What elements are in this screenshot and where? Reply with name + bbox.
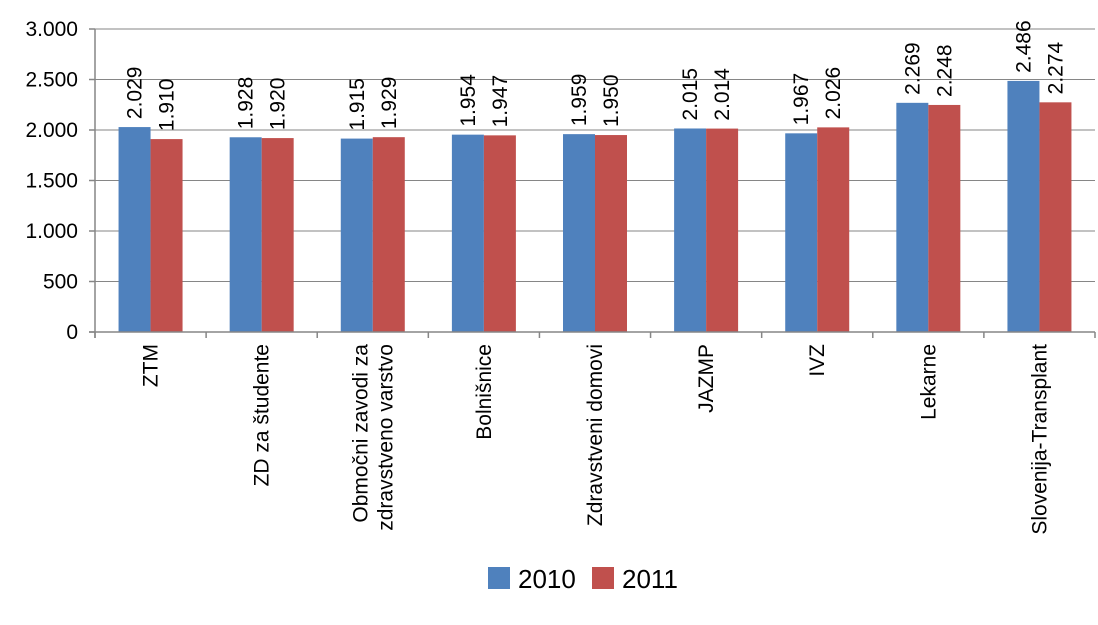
- bar-2011: [817, 127, 850, 333]
- data-label: 2.274: [1044, 41, 1067, 94]
- data-label: 1.915: [346, 78, 369, 131]
- x-category-label: zdravstveno varstvo: [374, 344, 397, 531]
- bar-2010: [896, 102, 929, 333]
- bar-2010: [785, 133, 818, 332]
- bar-2010: [229, 137, 262, 332]
- y-tick-label: 0: [66, 321, 78, 344]
- bar-2011: [928, 104, 961, 333]
- data-label: 1.947: [489, 75, 512, 128]
- data-label: 2.014: [711, 68, 734, 121]
- x-category-label: ZTM: [140, 344, 163, 387]
- data-label: 2.015: [679, 68, 702, 121]
- bar-2010: [340, 138, 373, 332]
- data-label: 1.954: [457, 74, 480, 127]
- bar-2010: [1007, 80, 1040, 332]
- legend-label: 2011: [622, 564, 678, 594]
- legend-label: 2010: [518, 564, 576, 594]
- x-category-label: Zdravstveni domovi: [584, 344, 607, 526]
- x-category-label: Območni zavodi za: [349, 344, 372, 523]
- data-label: 2.029: [124, 67, 147, 120]
- data-label: 2.248: [933, 44, 956, 97]
- data-label: 1.967: [790, 73, 813, 126]
- data-label: 1.910: [156, 79, 179, 132]
- bar-2011: [483, 135, 516, 332]
- bar-2011: [261, 138, 294, 332]
- bar-2010: [451, 134, 484, 332]
- bar-2010: [118, 127, 151, 332]
- x-axis-category-labels: ZTM ZD za študente Območni zavodi za zdravs…: [140, 344, 1052, 535]
- bar-2011: [706, 128, 739, 332]
- y-axis-tick-labels: 0 500 1.000 1.500 2.000 2.500 3.000: [25, 18, 78, 344]
- data-label: 2.486: [1012, 20, 1035, 73]
- y-tick-label: 2.000: [25, 119, 78, 142]
- legend: 2010 2011: [488, 564, 678, 594]
- x-category-label: Slovenija-Transplant: [1028, 344, 1051, 535]
- data-label: 2.269: [901, 42, 924, 95]
- y-tick-label: 3.000: [25, 18, 78, 41]
- y-tick-label: 1.000: [25, 220, 78, 243]
- bar-2011: [595, 135, 627, 332]
- bar-2010: [563, 134, 595, 332]
- axes: [89, 28, 1096, 338]
- bar-2011: [1039, 102, 1072, 333]
- legend-swatch-2011: [592, 567, 614, 589]
- data-label: 1.959: [568, 74, 591, 127]
- x-category-label: ZD za študente: [251, 344, 274, 486]
- bars: [118, 80, 1072, 333]
- data-label: 1.928: [235, 77, 258, 130]
- bar-2011: [150, 139, 183, 332]
- y-tick-label: 500: [43, 271, 78, 294]
- x-category-label: JAZMP: [695, 344, 718, 413]
- data-label: 1.950: [600, 74, 623, 127]
- data-labels: 2.029 1.928 1.915 1.954 1.959 2.015 1.967 2.269…: [124, 20, 1068, 131]
- data-label: 1.920: [267, 78, 290, 131]
- x-category-label: Lekarne: [917, 344, 940, 420]
- bar-2011: [372, 137, 405, 332]
- bar-2010: [674, 128, 707, 332]
- x-category-label: IVZ: [806, 344, 829, 377]
- data-label: 2.026: [822, 67, 845, 120]
- data-label: 1.929: [378, 77, 401, 130]
- legend-swatch-2010: [488, 567, 510, 589]
- y-tick-label: 1.500: [25, 170, 78, 193]
- y-tick-label: 2.500: [25, 69, 78, 92]
- x-category-label: Bolnišnice: [473, 344, 496, 440]
